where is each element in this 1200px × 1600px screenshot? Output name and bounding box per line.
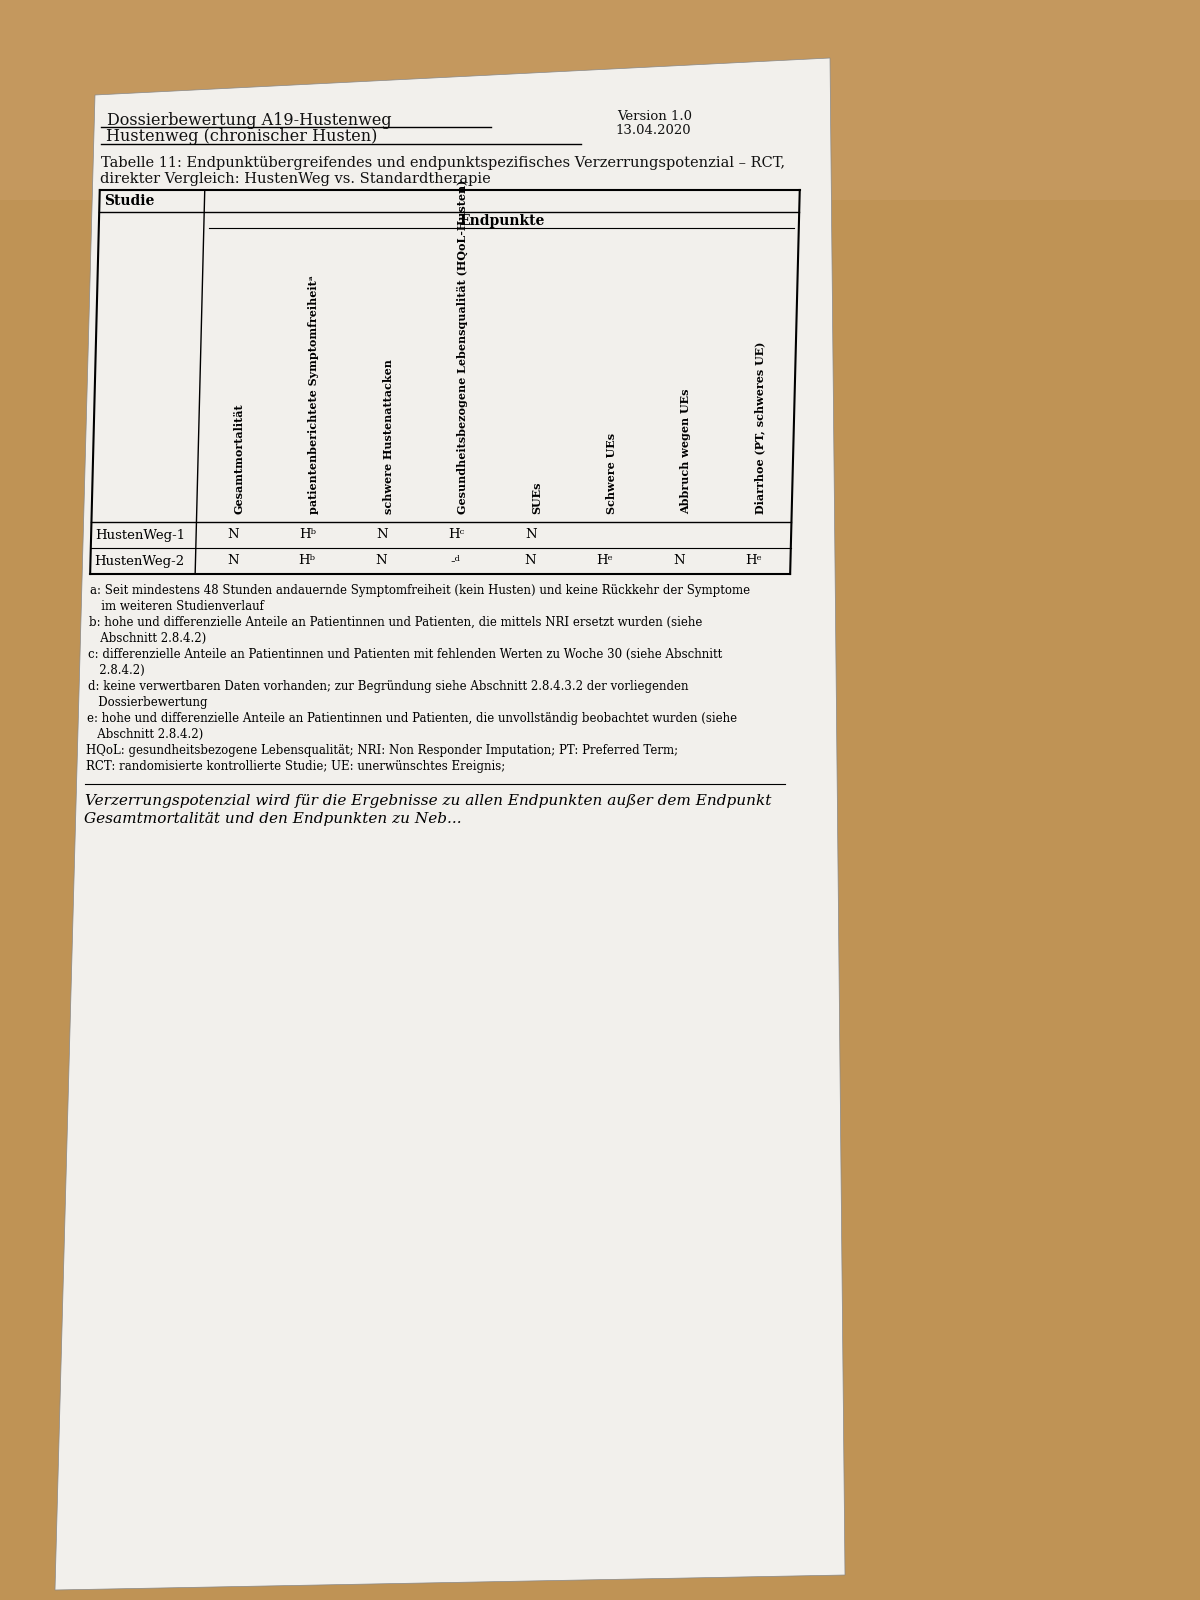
Text: Version 1.0: Version 1.0 <box>617 110 691 123</box>
Text: RCT: randomisierte kontrollierte Studie; UE: unerwünschtes Ereignis;: RCT: randomisierte kontrollierte Studie;… <box>85 760 505 773</box>
Text: Hᵇ: Hᵇ <box>299 528 316 541</box>
Text: Hustenweg (chronischer Husten): Hustenweg (chronischer Husten) <box>107 128 378 146</box>
Text: N: N <box>526 528 536 541</box>
Text: Gesamtmortalität und den Endpunkten zu Neb...: Gesamtmortalität und den Endpunkten zu N… <box>84 813 462 826</box>
Text: N: N <box>376 555 388 568</box>
Text: patientenberichtete Symptomfreiheitᵃ: patientenberichtete Symptomfreiheitᵃ <box>308 275 319 514</box>
Text: b: hohe und differenzielle Anteile an Patientinnen und Patienten, die mittels NR: b: hohe und differenzielle Anteile an Pa… <box>89 616 702 629</box>
Polygon shape <box>55 58 845 1590</box>
Text: Abbruch wegen UEs: Abbruch wegen UEs <box>680 389 691 514</box>
Text: c: differenzielle Anteile an Patientinnen und Patienten mit fehlenden Werten zu : c: differenzielle Anteile an Patientinne… <box>89 648 722 661</box>
Text: Diarrhoe (PT, schweres UE): Diarrhoe (PT, schweres UE) <box>755 342 766 514</box>
Text: direkter Vergleich: HustenWeg vs. Standardtherapie: direkter Vergleich: HustenWeg vs. Standa… <box>101 171 491 186</box>
Text: a: Seit mindestens 48 Stunden andauernde Symptomfreiheit (kein Husten) und keine: a: Seit mindestens 48 Stunden andauernde… <box>90 584 750 597</box>
Text: Studie: Studie <box>103 194 154 208</box>
Text: Schwere UEs: Schwere UEs <box>606 434 617 514</box>
Text: Verzerrungspotenzial wird für die Ergebnisse zu allen Endpunkten außer dem Endpu: Verzerrungspotenzial wird für die Ergebn… <box>85 794 772 808</box>
Text: -ᵈ: -ᵈ <box>451 555 461 568</box>
Text: Abschnitt 2.8.4.2): Abschnitt 2.8.4.2) <box>89 632 206 645</box>
Text: Gesamtmortalität: Gesamtmortalität <box>234 403 245 514</box>
Text: Hᵉ: Hᵉ <box>745 555 762 568</box>
Bar <box>0 0 1200 200</box>
Text: e: hohe und differenzielle Anteile an Patientinnen und Patienten, die unvollstän: e: hohe und differenzielle Anteile an Pa… <box>86 712 737 725</box>
Text: 2.8.4.2): 2.8.4.2) <box>88 664 145 677</box>
Text: Dossierbewertung A19-Hustenweg: Dossierbewertung A19-Hustenweg <box>107 112 391 130</box>
Text: HustenWeg-2: HustenWeg-2 <box>95 555 185 568</box>
Text: Gesundheitsbezogene Lebensqualität (HQoL-Husten): Gesundheitsbezogene Lebensqualität (HQoL… <box>457 179 468 514</box>
Text: Dossierbewertung: Dossierbewertung <box>88 696 208 709</box>
Text: N: N <box>377 528 388 541</box>
Text: Tabelle 11: Endpunktübergreifendes und endpunktspezifisches Verzerrungspotenzial: Tabelle 11: Endpunktübergreifendes und e… <box>101 157 785 170</box>
Text: Hᶜ: Hᶜ <box>449 528 464 541</box>
Text: N: N <box>673 555 685 568</box>
Bar <box>0 200 1200 1600</box>
Text: im weiteren Studienverlauf: im weiteren Studienverlauf <box>90 600 263 613</box>
Text: Endpunkte: Endpunkte <box>458 214 545 227</box>
Text: N: N <box>227 555 239 568</box>
Text: HustenWeg-1: HustenWeg-1 <box>95 528 185 541</box>
Text: N: N <box>524 555 536 568</box>
Text: d: keine verwertbaren Daten vorhanden; zur Begründung siehe Abschnitt 2.8.4.3.2 : d: keine verwertbaren Daten vorhanden; z… <box>88 680 688 693</box>
Text: schwere Hustenattacken: schwere Hustenattacken <box>383 358 394 514</box>
Text: Hᵉ: Hᵉ <box>596 555 613 568</box>
Text: Abschnitt 2.8.4.2): Abschnitt 2.8.4.2) <box>86 728 204 741</box>
Text: N: N <box>228 528 239 541</box>
Text: SUEs: SUEs <box>532 482 542 514</box>
Text: HQoL: gesundheitsbezogene Lebensqualität; NRI: Non Responder Imputation; PT: Pre: HQoL: gesundheitsbezogene Lebensqualität… <box>86 744 678 757</box>
Text: 13.04.2020: 13.04.2020 <box>616 125 691 138</box>
Text: Hᵇ: Hᵇ <box>299 555 316 568</box>
